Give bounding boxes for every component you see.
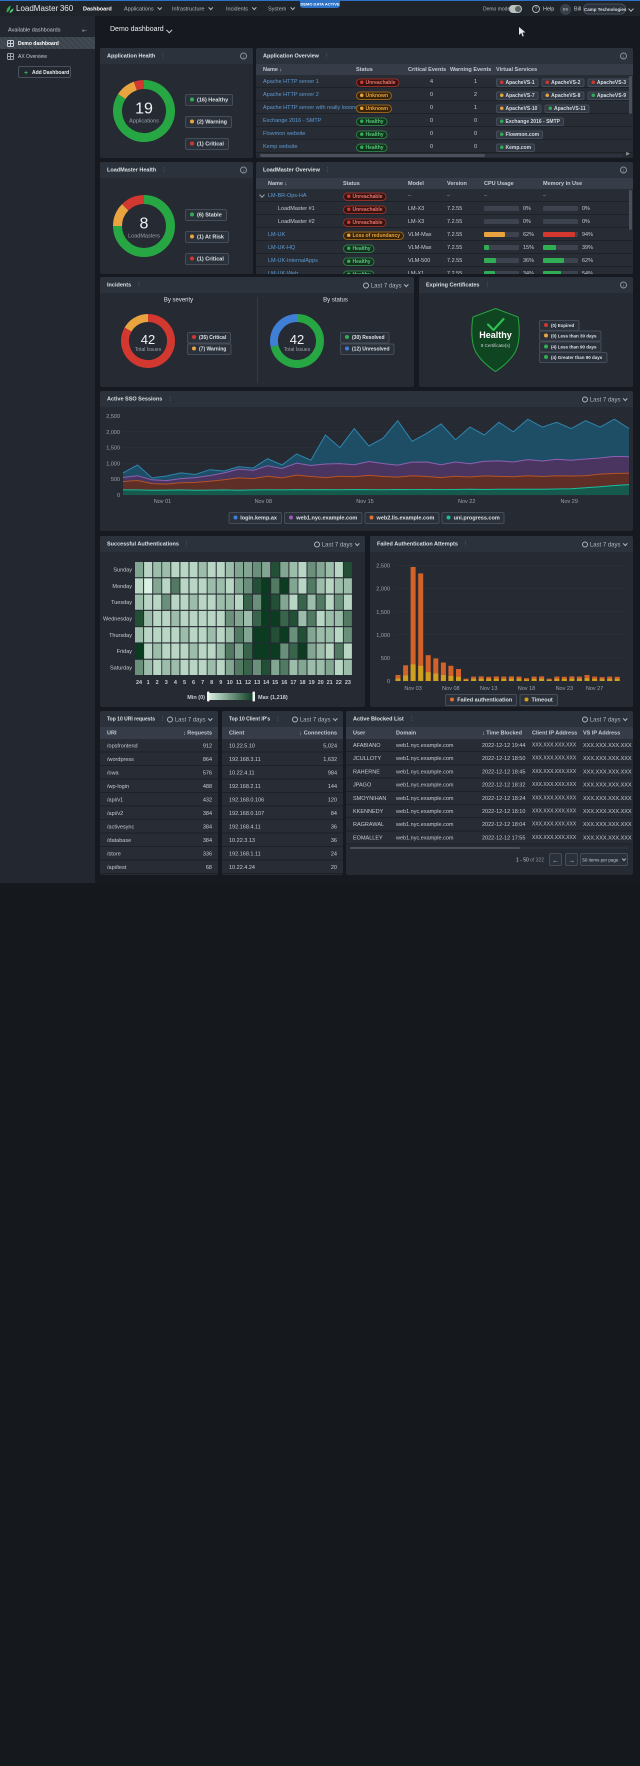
svg-text:12: 12 (245, 680, 251, 686)
svg-text:18: 18 (299, 680, 305, 686)
svg-text:Friday: Friday (117, 649, 133, 655)
svg-text:5: 5 (183, 680, 186, 686)
svg-text:13: 13 (254, 680, 260, 686)
svg-text:23: 23 (345, 680, 351, 686)
svg-text:Nov 29: Nov 29 (560, 499, 577, 505)
svg-text:15: 15 (272, 680, 278, 686)
svg-text:Nov 23: Nov 23 (556, 686, 573, 692)
svg-text:1: 1 (147, 680, 150, 686)
svg-text:Nov 22: Nov 22 (458, 499, 475, 505)
svg-text:Min (0): Min (0) (187, 695, 205, 701)
svg-text:3: 3 (165, 680, 168, 686)
svg-text:4: 4 (174, 680, 178, 686)
svg-text:10: 10 (227, 680, 233, 686)
svg-text:14: 14 (263, 680, 270, 686)
svg-text:Tuesday: Tuesday (111, 600, 132, 606)
svg-text:7: 7 (201, 680, 204, 686)
svg-text:Thursday: Thursday (109, 633, 132, 639)
svg-text:11: 11 (236, 680, 242, 686)
svg-text:Nov 27: Nov 27 (586, 686, 603, 692)
svg-text:Nov 13: Nov 13 (480, 686, 497, 692)
svg-text:9: 9 (219, 680, 222, 686)
svg-text:Nov 18: Nov 18 (518, 686, 535, 692)
svg-text:16: 16 (281, 680, 287, 686)
svg-text:1,500: 1,500 (106, 446, 120, 452)
svg-text:19: 19 (309, 680, 315, 686)
svg-text:2,500: 2,500 (106, 414, 120, 420)
svg-text:2,500: 2,500 (376, 564, 390, 570)
svg-text:Sunday: Sunday (113, 568, 132, 574)
svg-text:24: 24 (136, 680, 143, 686)
svg-text:500: 500 (381, 656, 390, 662)
svg-text:Saturday: Saturday (110, 665, 132, 671)
svg-text:Nov 03: Nov 03 (404, 686, 421, 692)
svg-text:Nov 01: Nov 01 (154, 499, 171, 505)
svg-text:0: 0 (387, 679, 390, 685)
svg-text:Nov 15: Nov 15 (356, 499, 373, 505)
svg-text:1,000: 1,000 (106, 461, 120, 467)
svg-text:0: 0 (117, 493, 120, 499)
svg-text:Max (1,218): Max (1,218) (258, 695, 288, 701)
svg-text:1,500: 1,500 (376, 610, 390, 616)
svg-text:22: 22 (336, 680, 342, 686)
svg-text:Nov 08: Nov 08 (255, 499, 272, 505)
svg-text:Wednesday: Wednesday (103, 617, 132, 623)
svg-text:2: 2 (156, 680, 159, 686)
svg-text:2,000: 2,000 (106, 430, 120, 436)
svg-text:21: 21 (327, 680, 333, 686)
svg-text:6: 6 (192, 680, 195, 686)
svg-text:17: 17 (290, 680, 296, 686)
svg-text:Nov 08: Nov 08 (442, 686, 459, 692)
svg-text:2,000: 2,000 (376, 587, 390, 593)
svg-text:Monday: Monday (112, 584, 132, 590)
svg-text:8: 8 (210, 680, 213, 686)
svg-text:20: 20 (318, 680, 324, 686)
svg-text:500: 500 (111, 477, 120, 483)
svg-text:1,000: 1,000 (376, 633, 390, 639)
